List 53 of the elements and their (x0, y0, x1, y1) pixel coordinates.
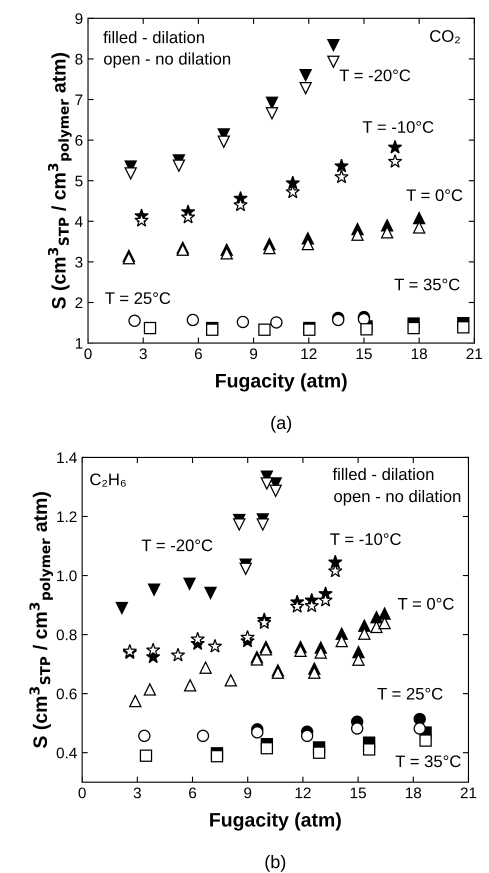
annotation: C₂H₆ (90, 474, 126, 487)
annotation: T = 0°C (398, 598, 454, 610)
y-tick-label: 0.8 (56, 629, 77, 640)
y-tick-label: 1 (76, 338, 82, 349)
x-tick-label: 0 (84, 348, 92, 360)
x-tick-label: 18 (406, 787, 422, 798)
annotation: T = 35°C (396, 755, 461, 768)
annotation: T = 25°C (105, 292, 170, 304)
annotation: T = 35°C (394, 278, 460, 290)
y-tick-label: 3 (75, 256, 82, 268)
x-axis-title: Fugacity (atm) (216, 373, 347, 392)
annotation: CO₂ (430, 30, 460, 44)
x-tick-label: 12 (301, 348, 316, 360)
y-tick-label: 1.0 (57, 570, 77, 582)
y-tick-label: 0.4 (56, 748, 77, 758)
y-tick-label: 0.6 (56, 688, 77, 700)
y-axis-title: S (cm$^{3}$$_{STP}$ / cm$^{3}$$_{polymer}$ atm) (29, 492, 54, 748)
annotation: T = -20°C (340, 69, 410, 82)
text: (b) (265, 854, 286, 872)
y-tick-label: 8 (75, 54, 82, 65)
x-tick-label: 6 (189, 787, 196, 798)
y-tick-label: 4 (75, 216, 83, 227)
text: (a) (271, 416, 292, 433)
y-axis-title: S (cm$^{3}$$_{STP}$ / cm$^{3}$$_{polymer}$ atm) (48, 53, 72, 309)
annotation: open - no dilation (334, 490, 460, 506)
annotation: T = -10°C (330, 533, 401, 546)
annotation: T = -20°C (142, 539, 212, 552)
x-axis-title: Fugacity (atm) (210, 812, 341, 831)
y-tick-label: 7 (75, 94, 82, 106)
annotation: T = 25°C (377, 688, 443, 700)
x-tick-label: 15 (356, 348, 372, 360)
annotation: filled - dilation (103, 31, 204, 44)
x-tick-label: 9 (250, 348, 258, 360)
x-tick-label: 3 (140, 348, 147, 360)
x-tick-label: 21 (466, 348, 482, 360)
y-tick-label: 1.2 (57, 511, 77, 522)
x-tick-label: 21 (460, 787, 476, 798)
annotation: open - no dilation (104, 52, 230, 68)
annotation: T = -10°C (362, 121, 434, 133)
y-tick-label: 5 (75, 176, 83, 186)
x-tick-label: 6 (194, 348, 202, 360)
y-tick-label: 1.4 (57, 452, 77, 463)
annotation: filled - dilation (332, 468, 434, 480)
y-tick-label: 6 (75, 134, 82, 146)
x-tick-label: 18 (412, 348, 427, 360)
x-tick-label: 0 (78, 787, 86, 798)
x-tick-label: 3 (134, 787, 141, 798)
x-tick-label: 12 (296, 787, 311, 798)
y-tick-label: 2 (75, 297, 82, 308)
y-tick-label: 9 (75, 13, 82, 24)
x-tick-label: 9 (244, 787, 252, 798)
x-tick-label: 15 (350, 788, 366, 798)
annotation: T = 0°C (406, 189, 462, 202)
